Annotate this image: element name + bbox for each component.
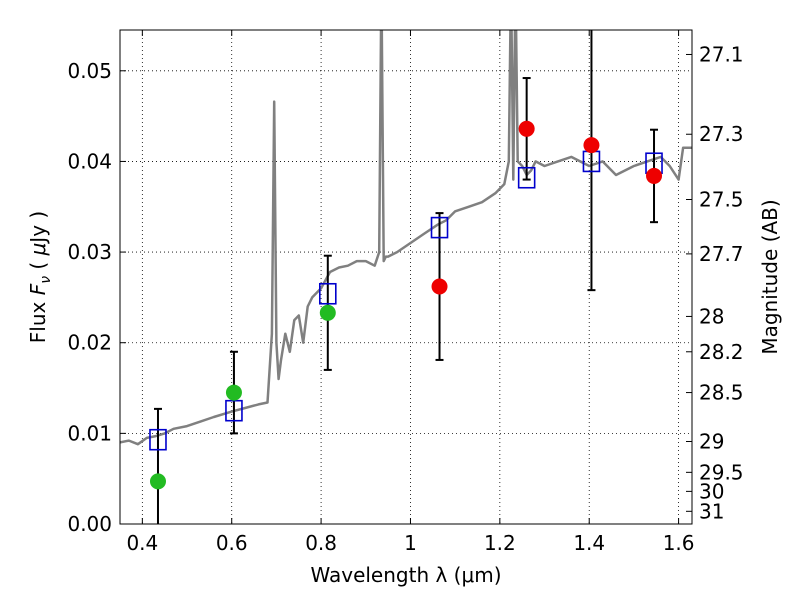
y-tick-label: 0.02 — [67, 331, 112, 355]
flux-point — [319, 304, 336, 321]
right-tick-label: 27.3 — [699, 122, 744, 146]
right-axis-label: Magnitude (AB) — [758, 199, 782, 354]
right-tick-label: 27.5 — [699, 188, 744, 212]
flux-point — [646, 167, 663, 184]
x-tick-label: 1 — [404, 531, 417, 555]
right-tick-label: 27.7 — [699, 242, 744, 266]
plot-area — [120, 30, 692, 446]
right-tick-label: 29 — [699, 430, 724, 454]
y-tick-label: 0.00 — [67, 512, 112, 536]
model-square — [318, 282, 337, 305]
ticks: 0.4 0.6 0.8 1 1.2 1.4 1.6 0.00 0.01 0.02 0.03 0.04 0… — [67, 30, 744, 555]
x-axis-label: Wavelength λ (μm) — [310, 563, 501, 587]
error-bars — [153, 30, 659, 524]
model-square — [430, 216, 449, 239]
svg-text:Flux Fν ( μJy ): Flux Fν ( μJy ) — [26, 211, 54, 343]
x-tick-label: 0.4 — [126, 531, 158, 555]
y-tick-label: 0.03 — [67, 240, 112, 264]
right-tick-label: 28.5 — [699, 381, 744, 405]
photometry-points — [149, 120, 663, 490]
right-tick-label: 27.1 — [699, 42, 744, 66]
x-tick-label: 0.8 — [305, 531, 337, 555]
x-tick-label: 1.6 — [663, 531, 695, 555]
model-square — [149, 428, 167, 451]
flux-point — [149, 473, 166, 490]
model-square — [517, 166, 536, 189]
right-tick-label: 28 — [699, 304, 724, 328]
right-tick-label: 29.5 — [699, 460, 744, 484]
right-tick-label: 28.2 — [699, 340, 744, 364]
flux-point — [518, 120, 535, 137]
x-tick-label: 0.6 — [216, 531, 248, 555]
model-square — [225, 399, 243, 422]
y-tick-label: 0.04 — [67, 149, 112, 173]
x-tick-label: 1.4 — [573, 531, 605, 555]
y-tick-label: 0.01 — [67, 421, 112, 445]
flux-point — [431, 278, 448, 295]
y-axis-label: Flux Fν ( μJy ) — [26, 211, 54, 343]
y-tick-label: 0.05 — [67, 59, 112, 83]
flux-point — [225, 384, 242, 401]
plot-frame — [119, 29, 693, 525]
flux-point — [583, 137, 600, 154]
template-spectrum-line — [120, 30, 692, 446]
right-tick-label: 30 — [699, 479, 724, 503]
grid — [120, 30, 692, 525]
right-tick-label: 31 — [699, 499, 724, 523]
x-tick-label: 1.2 — [484, 531, 516, 555]
